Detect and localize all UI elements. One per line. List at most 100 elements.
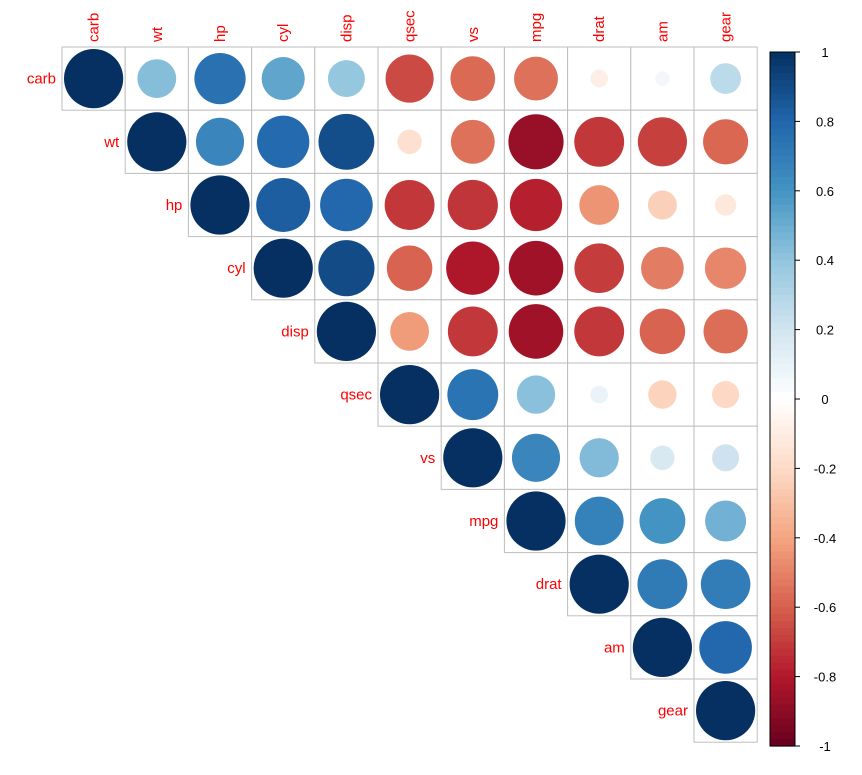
cell-cyl-vs — [440, 236, 505, 301]
cell-qsec-vs — [440, 362, 505, 427]
correlation-circle — [655, 71, 670, 86]
row-label-qsec: qsec — [340, 387, 372, 404]
correlation-circle — [447, 179, 498, 231]
correlation-circle — [574, 306, 625, 357]
cell-cyl-gear — [693, 236, 758, 301]
correlation-circle — [194, 52, 246, 105]
cell-vs-am — [630, 425, 695, 490]
correlation-circle — [384, 180, 435, 230]
column-label-qsec: qsec — [402, 10, 419, 42]
correlation-circle — [712, 381, 740, 409]
row-label-gear: gear — [658, 703, 688, 720]
cell-disp-am — [630, 299, 695, 364]
cell-disp-disp — [314, 299, 379, 364]
cell-wt-disp — [314, 109, 379, 174]
correlation-circle — [508, 304, 564, 359]
colorbar-tick-label: -0.4 — [814, 531, 836, 546]
row-labels: carb wt hp cyl disp qsec vs mpg drat am gear — [27, 71, 688, 720]
correlation-circle — [712, 444, 740, 472]
correlation-circle — [447, 306, 498, 357]
cell-wt-wt — [124, 109, 189, 174]
cell-wt-vs — [440, 109, 505, 174]
cell-carb-cyl — [251, 46, 316, 111]
column-label-drat: drat — [591, 15, 608, 42]
correlation-circle — [639, 498, 686, 544]
correlation-circle — [195, 117, 245, 166]
cell-carb-disp — [314, 46, 379, 111]
colorbar-tick-label: 0 — [821, 392, 828, 407]
correlation-circle — [579, 185, 620, 225]
correlation-circle — [511, 433, 561, 482]
cell-gear-gear — [693, 678, 758, 743]
cell-qsec-am — [630, 362, 695, 427]
cell-qsec-mpg — [503, 362, 569, 427]
correlation-circle — [696, 681, 756, 741]
cell-wt-qsec — [377, 109, 442, 174]
row-label-drat: drat — [536, 576, 563, 593]
cell-drat-drat — [567, 552, 632, 617]
row-label-am: am — [604, 639, 625, 656]
correlation-circle — [320, 178, 373, 232]
cell-am-am — [630, 615, 695, 680]
column-label-wt: wt — [149, 26, 166, 43]
correlation-circle — [127, 112, 187, 172]
cell-carb-mpg — [503, 46, 569, 111]
correlation-circle — [641, 246, 684, 290]
correlation-circle — [703, 119, 749, 165]
cell-drat-gear — [693, 552, 758, 617]
correlation-circle — [637, 117, 687, 167]
cell-carb-carb — [61, 46, 126, 111]
colorbar-legend: 1 0.8 0.6 0.4 0.2 0 -0.2 -0.4 -0.6 -0.8 -1 — [769, 45, 836, 754]
correlation-circle — [700, 559, 751, 609]
correlation-circle — [327, 60, 365, 98]
correlation-circle — [137, 59, 177, 99]
cell-hp-cyl — [251, 172, 316, 238]
correlation-circle — [397, 129, 422, 155]
cell-hp-mpg — [503, 172, 569, 238]
cell-disp-vs — [440, 299, 505, 364]
cell-vs-drat — [567, 425, 632, 490]
correlation-circle — [703, 309, 748, 354]
column-label-carb: carb — [86, 13, 103, 42]
cell-cyl-mpg — [503, 236, 569, 301]
cell-wt-gear — [693, 109, 758, 174]
colorbar-tick-label: -0.2 — [814, 461, 836, 476]
correlation-circle — [647, 190, 677, 220]
cell-hp-drat — [567, 172, 632, 238]
cell-cyl-am — [630, 236, 695, 301]
cell-hp-am — [630, 172, 695, 238]
cell-carb-vs — [440, 46, 505, 111]
correlation-circle — [590, 385, 609, 404]
correlation-circle — [380, 365, 440, 425]
cell-drat-am — [630, 552, 695, 617]
column-labels: carb wt hp cyl disp qsec vs mpg drat am gear — [86, 10, 735, 43]
correlation-circle — [705, 500, 747, 542]
correlation-circle — [506, 491, 566, 551]
cell-carb-drat — [567, 46, 632, 111]
correlation-circle — [257, 115, 310, 168]
row-label-disp: disp — [281, 323, 309, 340]
correlation-circle — [590, 69, 609, 88]
correlation-circle — [447, 369, 499, 421]
colorbar-tick-label: 1 — [821, 45, 828, 60]
cell-carb-am — [630, 46, 695, 111]
correlation-circle — [639, 308, 686, 355]
correlation-circle — [386, 245, 433, 291]
row-label-wt: wt — [103, 134, 120, 151]
cell-cyl-disp — [314, 236, 379, 301]
cell-wt-am — [630, 109, 695, 174]
colorbar-tick-label: 0.4 — [816, 253, 834, 268]
cell-cyl-cyl — [251, 236, 316, 301]
correlation-circle — [318, 240, 375, 297]
cell-qsec-gear — [693, 362, 758, 427]
cell-wt-cyl — [251, 109, 316, 174]
correlation-circle — [637, 559, 688, 610]
correlation-circle — [450, 56, 496, 101]
correlation-circle — [632, 617, 693, 678]
correlation-circle — [569, 554, 629, 614]
correlation-circle — [514, 56, 558, 101]
correlation-circle — [574, 496, 624, 546]
correlation-circle — [648, 380, 677, 409]
row-label-hp: hp — [166, 197, 183, 214]
